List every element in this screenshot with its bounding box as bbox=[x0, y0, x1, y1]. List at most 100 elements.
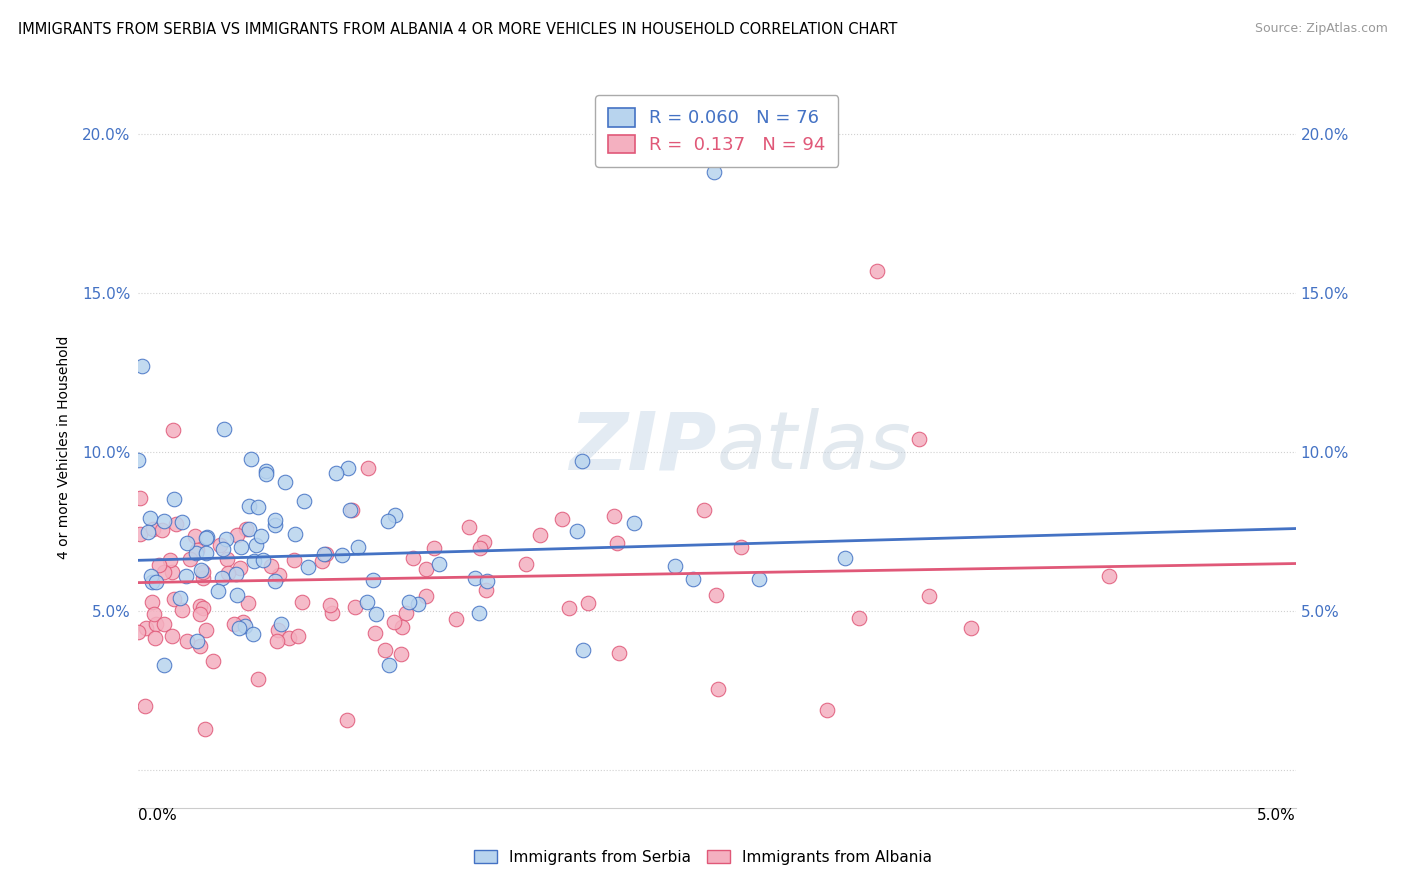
Point bbox=[250, 528, 273, 542]
Point bbox=[423, 541, 446, 555]
Point bbox=[207, 583, 229, 598]
Point bbox=[315, 547, 337, 561]
Point bbox=[195, 624, 218, 638]
Point bbox=[136, 525, 159, 540]
Point bbox=[186, 634, 208, 648]
Point bbox=[135, 621, 157, 635]
Point bbox=[184, 545, 207, 559]
Point bbox=[235, 522, 257, 536]
Point bbox=[815, 703, 838, 717]
Point bbox=[225, 588, 247, 602]
Point bbox=[141, 569, 163, 583]
Point bbox=[918, 589, 941, 603]
Point bbox=[606, 536, 628, 550]
Point bbox=[284, 526, 307, 541]
Point bbox=[236, 595, 259, 609]
Point bbox=[159, 553, 181, 567]
Point bbox=[263, 574, 285, 589]
Point bbox=[337, 461, 360, 475]
Point bbox=[242, 626, 264, 640]
Point bbox=[208, 539, 231, 553]
Point bbox=[571, 453, 593, 467]
Point bbox=[529, 528, 551, 542]
Point bbox=[190, 640, 212, 654]
Point bbox=[243, 554, 266, 568]
Point bbox=[195, 546, 218, 560]
Point bbox=[356, 595, 378, 609]
Point bbox=[127, 624, 149, 639]
Point bbox=[468, 606, 491, 620]
Point bbox=[188, 607, 211, 622]
Point bbox=[222, 617, 245, 632]
Point bbox=[194, 722, 217, 736]
Point bbox=[141, 574, 163, 589]
Point bbox=[212, 541, 235, 556]
Point bbox=[169, 591, 191, 605]
Point bbox=[153, 514, 176, 528]
Point bbox=[143, 631, 166, 645]
Point bbox=[191, 566, 214, 580]
Point bbox=[291, 595, 314, 609]
Point bbox=[238, 523, 260, 537]
Point bbox=[174, 569, 197, 583]
Point bbox=[382, 615, 405, 629]
Point bbox=[283, 553, 305, 567]
Point bbox=[152, 657, 174, 672]
Point bbox=[703, 165, 725, 179]
Point bbox=[576, 595, 599, 609]
Point bbox=[176, 535, 198, 549]
Text: 0.0%: 0.0% bbox=[138, 808, 176, 823]
Point bbox=[565, 524, 588, 538]
Point bbox=[145, 575, 167, 590]
Point bbox=[165, 517, 187, 532]
Point bbox=[228, 621, 250, 635]
Point bbox=[692, 503, 714, 517]
Point bbox=[336, 713, 359, 727]
Point bbox=[148, 558, 170, 572]
Text: atlas: atlas bbox=[717, 409, 911, 486]
Point bbox=[160, 566, 183, 580]
Point bbox=[748, 572, 770, 586]
Text: Source: ZipAtlas.com: Source: ZipAtlas.com bbox=[1254, 22, 1388, 36]
Point bbox=[191, 571, 214, 585]
Text: IMMIGRANTS FROM SERBIA VS IMMIGRANTS FROM ALBANIA 4 OR MORE VEHICLES IN HOUSEHOL: IMMIGRANTS FROM SERBIA VS IMMIGRANTS FRO… bbox=[18, 22, 897, 37]
Point bbox=[364, 607, 387, 621]
Point bbox=[325, 466, 347, 480]
Point bbox=[142, 523, 165, 537]
Point bbox=[959, 621, 981, 635]
Point bbox=[127, 453, 149, 467]
Point bbox=[211, 571, 233, 585]
Point bbox=[246, 500, 269, 515]
Point bbox=[269, 568, 291, 582]
Point bbox=[623, 516, 645, 530]
Point bbox=[377, 514, 399, 528]
Point bbox=[264, 513, 287, 527]
Point bbox=[195, 531, 218, 545]
Y-axis label: 4 or more Vehicles in Household: 4 or more Vehicles in Household bbox=[58, 335, 72, 559]
Point bbox=[603, 509, 626, 524]
Point bbox=[162, 423, 184, 437]
Point bbox=[664, 559, 686, 574]
Point bbox=[1098, 569, 1121, 583]
Point bbox=[134, 699, 156, 714]
Point bbox=[402, 550, 425, 565]
Point bbox=[232, 615, 254, 629]
Point bbox=[374, 643, 396, 657]
Point bbox=[266, 633, 288, 648]
Point bbox=[427, 558, 450, 572]
Point bbox=[344, 599, 367, 614]
Point bbox=[264, 518, 287, 533]
Point bbox=[444, 612, 467, 626]
Point bbox=[475, 583, 498, 598]
Point bbox=[475, 574, 498, 588]
Point bbox=[225, 567, 247, 582]
Point bbox=[364, 626, 387, 640]
Point bbox=[319, 598, 342, 612]
Text: 5.0%: 5.0% bbox=[1257, 808, 1295, 823]
Point bbox=[848, 611, 870, 625]
Point bbox=[682, 572, 704, 586]
Point bbox=[240, 451, 263, 466]
Point bbox=[225, 527, 247, 541]
Point bbox=[145, 616, 167, 631]
Point bbox=[152, 617, 174, 632]
